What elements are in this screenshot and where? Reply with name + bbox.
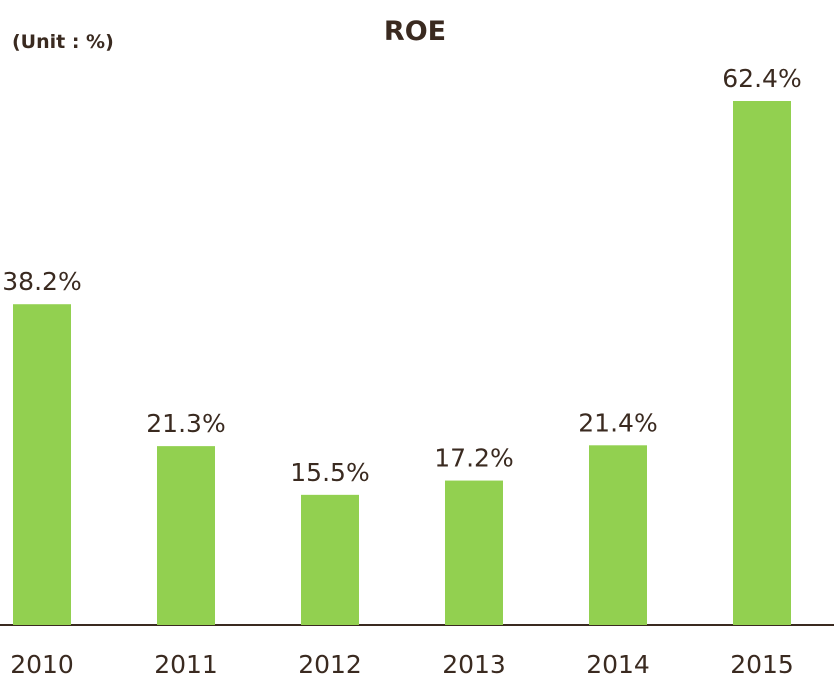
bar: [589, 445, 647, 625]
value-label: 21.4%: [578, 408, 657, 437]
x-tick-label: 2012: [298, 650, 362, 677]
x-tick-label: 2011: [154, 650, 218, 677]
value-label: 38.2%: [2, 267, 81, 296]
bar: [13, 304, 71, 625]
bar: [445, 480, 503, 625]
x-tick-label: 2015: [730, 650, 794, 677]
value-label: 15.5%: [290, 458, 369, 487]
x-tick-label: 2014: [586, 650, 650, 677]
bar: [733, 101, 791, 625]
chart-title: ROE: [384, 16, 446, 47]
x-tick-label: 2010: [10, 650, 74, 677]
value-label: 21.3%: [146, 409, 225, 438]
unit-label: (Unit : %): [12, 31, 114, 53]
value-label: 17.2%: [434, 444, 513, 473]
bar: [301, 494, 359, 625]
value-label: 62.4%: [722, 64, 801, 93]
bar: [157, 446, 215, 625]
x-tick-label: 2013: [442, 650, 506, 677]
